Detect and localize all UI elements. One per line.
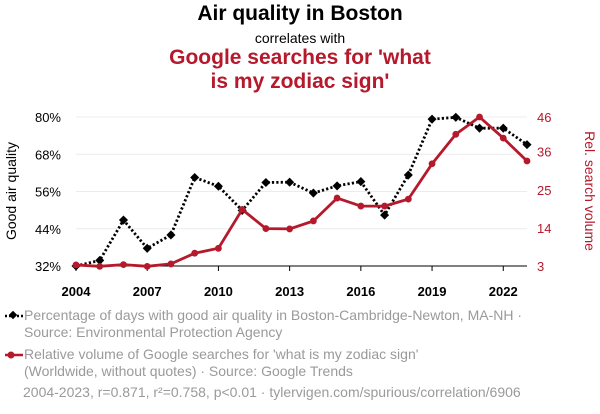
air-quality-point bbox=[356, 177, 366, 187]
legend-marker-air-quality bbox=[5, 310, 23, 320]
zodiac-searches-point bbox=[167, 260, 175, 268]
footer-stats: 2004-2023, r=0.871, r²=0.758, p<0.01 · t… bbox=[23, 384, 521, 400]
air-quality-point bbox=[190, 173, 200, 183]
air-quality-point bbox=[142, 243, 152, 253]
x-tick-label: 2022 bbox=[489, 284, 518, 299]
zodiac-searches-point bbox=[191, 249, 199, 257]
y-tick-label-right: 25 bbox=[537, 183, 551, 198]
zodiac-searches-point bbox=[143, 262, 151, 270]
zodiac-searches-point bbox=[333, 194, 341, 202]
y-tick-label-left: 68% bbox=[35, 147, 61, 162]
air-quality-point bbox=[118, 215, 128, 225]
legend-text-air-quality-line2: Source: Environmental Protection Agency bbox=[24, 324, 283, 340]
zodiac-searches-point bbox=[523, 157, 531, 165]
y-tick-label-left: 44% bbox=[35, 222, 61, 237]
air-quality-point bbox=[166, 230, 176, 240]
chart-title-secondary: Google searches for 'what is my zodiac s… bbox=[150, 46, 450, 94]
chart-title-secondary-line1: Google searches for 'what bbox=[169, 46, 431, 69]
air-quality-point bbox=[332, 181, 342, 191]
zodiac-searches-point bbox=[309, 217, 317, 225]
zodiac-searches-point bbox=[428, 160, 436, 168]
x-tick-label: 2019 bbox=[418, 284, 447, 299]
air-quality-point bbox=[451, 112, 461, 122]
x-axis: 2004 2007 2010 2013 2016 2019 2022 bbox=[62, 266, 518, 299]
x-tick-label: 2007 bbox=[133, 284, 162, 299]
x-tick-label: 2010 bbox=[204, 284, 233, 299]
y-tick-label-right: 46 bbox=[537, 110, 551, 125]
zodiac-searches-point bbox=[96, 262, 104, 270]
zodiac-searches-point bbox=[286, 225, 294, 233]
legend-text-zodiac-searches-line1: Relative volume of Google searches for '… bbox=[24, 346, 419, 362]
y-tick-label-left: 56% bbox=[35, 185, 61, 200]
zodiac-searches-point bbox=[357, 202, 365, 210]
zodiac-searches-series-line bbox=[75, 115, 528, 268]
legend-text-air-quality: Percentage of days with good air quality… bbox=[24, 307, 594, 341]
y-tick-label-left: 32% bbox=[35, 259, 61, 274]
legend-marker-zodiac-searches bbox=[5, 351, 23, 359]
zodiac-searches-point bbox=[499, 134, 507, 142]
zodiac-searches-point bbox=[381, 202, 388, 210]
chart-title: Air quality in Boston bbox=[197, 2, 403, 25]
zodiac-searches-point bbox=[238, 206, 246, 213]
zodiac-searches-point bbox=[452, 130, 460, 138]
zodiac-searches-point bbox=[72, 261, 80, 269]
air-quality-point bbox=[261, 177, 271, 188]
legend-text-air-quality-line1: Percentage of days with good air quality… bbox=[24, 307, 523, 323]
air-quality-point bbox=[498, 123, 508, 133]
zodiac-searches-point bbox=[120, 261, 127, 269]
x-tick-label: 2013 bbox=[275, 284, 304, 299]
y-axis-left: 32% 44% 56% 68% 80% bbox=[35, 110, 61, 274]
series-layer bbox=[71, 112, 532, 271]
legend-text-zodiac-searches: Relative volume of Google searches for '… bbox=[24, 346, 594, 380]
y-tick-label-right: 3 bbox=[537, 259, 544, 274]
chart-subtitle: correlates with bbox=[254, 30, 346, 46]
y-tick-label-right: 36 bbox=[537, 145, 551, 160]
air-quality-point bbox=[308, 188, 318, 198]
air-quality-point bbox=[475, 123, 485, 133]
air-quality-point bbox=[285, 177, 295, 187]
legend-text-zodiac-searches-line2: (Worldwide, without quotes) · Source: Go… bbox=[24, 363, 353, 379]
y-tick-label-left: 80% bbox=[35, 110, 61, 125]
y-axis-label-left: Good air quality bbox=[3, 142, 19, 240]
zodiac-searches-point bbox=[476, 113, 483, 121]
x-tick-label: 2016 bbox=[346, 284, 375, 299]
zodiac-searches-point bbox=[262, 225, 270, 232]
chart-title-secondary-line2: is my zodiac sign' bbox=[210, 70, 390, 93]
zodiac-searches-point bbox=[404, 195, 412, 203]
y-axis-label-right: Rel. search volume bbox=[582, 131, 598, 251]
y-axis-right: 3 14 25 36 46 bbox=[537, 110, 551, 274]
air-quality-point bbox=[427, 114, 437, 124]
y-tick-label-right: 14 bbox=[537, 221, 551, 236]
x-tick-label: 2004 bbox=[62, 284, 92, 299]
zodiac-searches-point bbox=[215, 244, 222, 252]
air-quality-point bbox=[213, 181, 223, 191]
